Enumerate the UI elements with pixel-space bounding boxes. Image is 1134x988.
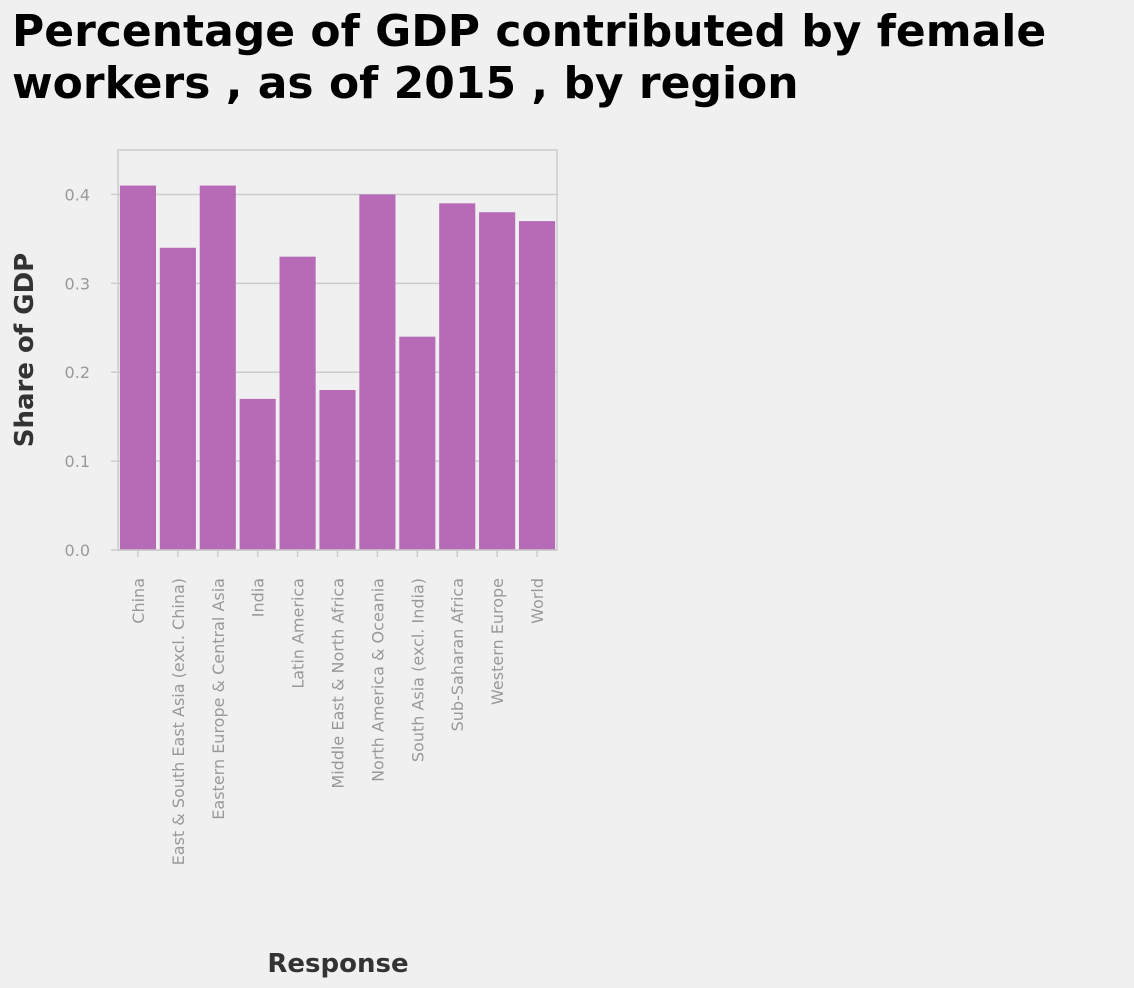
x-axis-label: Response [267,949,408,979]
x-tick-label: South Asia (excl. India) [408,578,427,762]
x-tick-label: China [129,578,148,624]
bar [319,390,356,550]
chart-title-line-2: workers , as of 2015 , by region [12,58,799,109]
y-axis-label: Share of GDP [10,253,40,448]
bar [279,256,316,550]
x-tick-label: East & South East Asia (excl. China) [169,578,188,865]
x-tick-label: Western Europe [488,578,507,705]
bar [359,194,396,550]
bars [119,185,556,551]
bar [479,212,516,550]
bar [199,185,236,551]
chart-title-line-1: Percentage of GDP contributed by female [12,6,1047,57]
x-tick-label: Middle East & North Africa [329,578,348,789]
bar [518,221,556,550]
x-tick-label: World [528,578,547,624]
x-tick-label: Sub-Saharan Africa [448,578,467,731]
axes: 0.0 0.1 0.2 0.3 0.4 China East & South East As… [65,185,557,865]
y-tick-label: 0.3 [65,274,90,293]
bar [399,336,436,550]
x-tick-label: North America & Oceania [368,578,387,782]
y-tick-label: 0.2 [65,363,90,382]
bar [239,398,276,550]
x-tick-label: India [249,578,268,617]
bar [159,247,196,550]
bar [439,203,476,551]
x-tick-label: Eastern Europe & Central Asia [209,578,228,820]
y-tick-label: 0.0 [65,541,90,560]
x-tick-label: Latin America [289,578,308,689]
bar [119,185,157,551]
y-tick-label: 0.1 [65,452,90,471]
y-tick-label: 0.4 [65,185,90,204]
